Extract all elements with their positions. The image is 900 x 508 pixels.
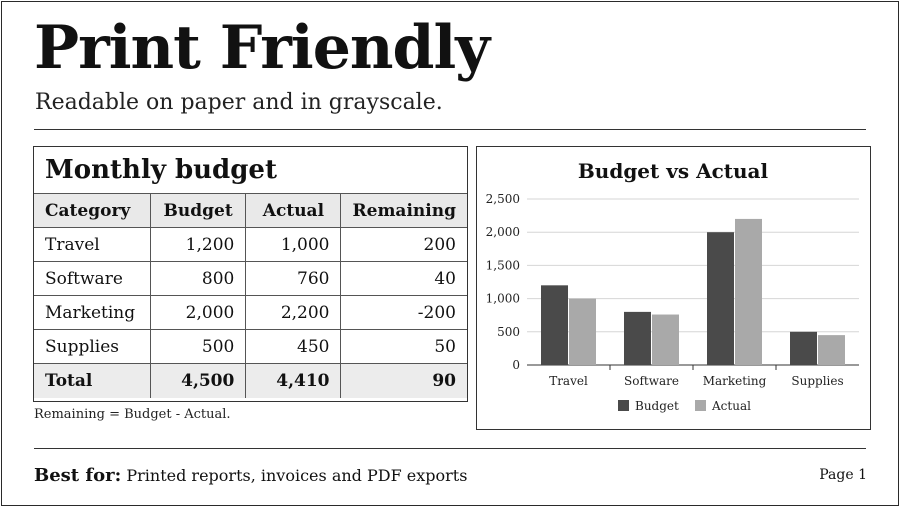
column-header-category: Category [34, 193, 151, 228]
y-tick-label: 2,500 [486, 192, 520, 206]
total-label: Total [34, 363, 151, 398]
footer-label: Best for: [34, 465, 122, 486]
column-header-remaining: Remaining [340, 193, 467, 228]
page-subtitle: Readable on paper and in grayscale. [35, 90, 443, 115]
table-row: Supplies 500 450 50 [34, 329, 467, 364]
bar-actual-supplies [818, 335, 845, 365]
column-header-budget: Budget [149, 193, 247, 228]
cell-remaining: -200 [340, 295, 467, 330]
cell-budget: 2,000 [149, 295, 247, 330]
bar-actual-marketing [735, 218, 762, 365]
column-header-actual: Actual [245, 193, 342, 228]
bar-budget-marketing [707, 232, 734, 365]
budget-table: Category Budget Actual Remaining Travel … [34, 193, 467, 398]
top-divider [34, 129, 866, 130]
cell-actual: 1,000 [245, 227, 342, 262]
legend-label-budget: Budget [635, 399, 679, 413]
bottom-divider [34, 448, 866, 449]
table-row: Travel 1,200 1,000 200 [34, 227, 467, 262]
legend-swatch-actual [695, 400, 706, 411]
table-footnote: Remaining = Budget - Actual. [34, 407, 231, 422]
bar-actual-travel [569, 298, 596, 365]
footer-text: Printed reports, invoices and PDF export… [126, 466, 468, 485]
total-remaining: 90 [340, 363, 467, 398]
table-row: Software 800 760 40 [34, 261, 467, 296]
cell-actual: 2,200 [245, 295, 342, 330]
footer-note: Best for: Printed reports, invoices and … [34, 465, 467, 486]
table-header-row: Category Budget Actual Remaining [34, 193, 467, 228]
y-tick-label: 0 [512, 358, 520, 372]
page-number: Page 1 [819, 467, 867, 483]
legend-label-actual: Actual [711, 399, 751, 413]
chart-title: Budget vs Actual [578, 159, 769, 183]
cell-budget: 1,200 [149, 227, 247, 262]
cell-category: Supplies [34, 329, 151, 364]
cell-remaining: 50 [340, 329, 467, 364]
x-tick-label: Marketing [703, 374, 767, 388]
page-title: Print Friendly [34, 13, 490, 83]
legend-swatch-budget [618, 400, 629, 411]
table-row: Marketing 2,000 2,200 -200 [34, 295, 467, 330]
bar-budget-supplies [790, 331, 817, 365]
table-total-row: Total 4,500 4,410 90 [34, 363, 467, 398]
cell-actual: 760 [245, 261, 342, 296]
cell-remaining: 40 [340, 261, 467, 296]
cell-budget: 500 [149, 329, 247, 364]
budget-table-card: Monthly budget Category Budget Actual Re… [33, 146, 468, 402]
cell-category: Marketing [34, 295, 151, 330]
bar-actual-software [652, 314, 679, 365]
cell-budget: 800 [149, 261, 247, 296]
y-tick-label: 1,000 [486, 292, 520, 306]
x-tick-label: Software [624, 374, 679, 388]
y-tick-label: 1,500 [486, 258, 520, 272]
chart-card: Budget vs Actual 0 500 1,000 1,500 2,000 2,500… [476, 146, 871, 430]
cell-category: Software [34, 261, 151, 296]
table-title: Monthly budget [34, 147, 467, 194]
cell-actual: 450 [245, 329, 342, 364]
cell-category: Travel [34, 227, 151, 262]
x-tick-label: Travel [549, 374, 588, 388]
bar-chart: Budget vs Actual 0 500 1,000 1,500 2,000 2,500… [486, 159, 859, 413]
total-budget: 4,500 [149, 363, 247, 398]
total-actual: 4,410 [245, 363, 342, 398]
x-tick-label: Supplies [791, 374, 843, 388]
cell-remaining: 200 [340, 227, 467, 262]
y-tick-label: 2,000 [486, 225, 520, 239]
bar-budget-travel [541, 285, 568, 365]
y-tick-label: 500 [497, 325, 520, 339]
bar-budget-software [624, 311, 651, 365]
